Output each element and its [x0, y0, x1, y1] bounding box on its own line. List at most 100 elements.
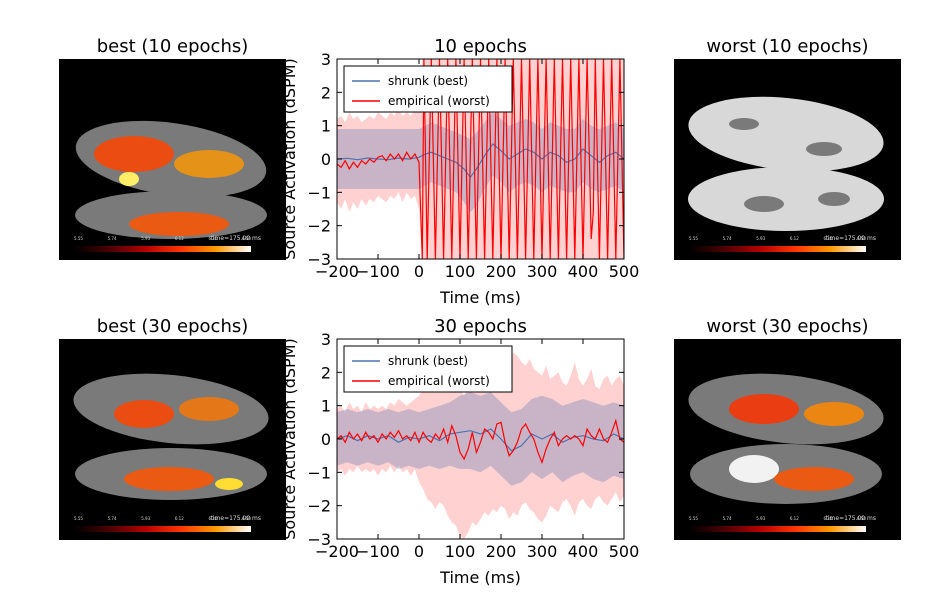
- brain-render-best30: [73, 373, 269, 500]
- colorbar-ticks: 5.55 5.74 5.93 6.12 6.31 6.50: [74, 236, 251, 244]
- legend-label: shrunk (best): [388, 74, 468, 88]
- chart-title: 30 epochs: [434, 316, 527, 337]
- y-tick-label: 2: [321, 363, 331, 382]
- ci-band-empirical: [337, 59, 624, 259]
- x-tick-label: −100: [356, 262, 400, 281]
- brain-time-label: time=175.00 ms: [210, 235, 261, 242]
- y-tick-label: 1: [321, 397, 331, 416]
- series-line-empirical: [337, 418, 624, 465]
- brain-render-worst30: [688, 373, 884, 504]
- colorbar-tick: 6.50: [857, 236, 866, 241]
- legend-box: [343, 345, 513, 393]
- colorbar-tick: 6.31: [823, 516, 833, 521]
- colorbar-tick: 6.50: [242, 236, 251, 241]
- y-tick-label: −3: [307, 530, 331, 549]
- y-axis-label: Source Activation (dSPM): [280, 338, 299, 539]
- brain-time-label: time=175.00 ms: [825, 515, 876, 522]
- plot-area: [337, 352, 624, 539]
- colorbar-tick: 6.31: [823, 236, 833, 241]
- x-tick-label: −100: [356, 542, 400, 561]
- x-axis-label: Time (ms): [439, 288, 521, 307]
- colorbar-tick: 5.74: [107, 236, 117, 241]
- legend-label: empirical (worst): [388, 94, 490, 108]
- y-tick-label: −1: [307, 463, 331, 482]
- x-tick-label: 200: [486, 262, 517, 281]
- y-tick-label: 0: [321, 430, 331, 449]
- colorbar-tick: 6.50: [242, 516, 251, 521]
- x-tick-label: 500: [609, 262, 640, 281]
- legend-label: shrunk (best): [388, 354, 468, 368]
- series-line-empirical: [337, 59, 624, 259]
- legend: shrunk (best) empirical (worst): [343, 65, 513, 113]
- legend: shrunk (best) empirical (worst): [343, 345, 513, 393]
- x-tick-label: 100: [445, 542, 476, 561]
- y-tick-label: −1: [307, 183, 331, 202]
- colorbar-tick: 5.55: [689, 236, 698, 241]
- brain-image-best10: time=175.00 ms 5.55 5.74 5.93 6.12 6.31 …: [59, 59, 286, 260]
- colorbar-tick: 6.12: [174, 516, 184, 521]
- colorbar-tick: 5.55: [74, 516, 83, 521]
- colorbar-tick: 6.31: [208, 236, 218, 241]
- brain-image-best30: time=175.00 ms 5.55 5.74 5.93 6.12 6.31 …: [59, 339, 286, 540]
- x-tick-label: 400: [568, 262, 599, 281]
- y-tick-label: 3: [321, 50, 331, 69]
- x-tick-label: 100: [445, 262, 476, 281]
- x-tick-label: 0: [414, 262, 424, 281]
- colorbar-tick: 6.12: [789, 516, 799, 521]
- x-tick-label: 500: [609, 542, 640, 561]
- ci-band-shrunk: [337, 392, 624, 486]
- y-tick-label: 3: [321, 330, 331, 349]
- colorbar-tick: 5.93: [756, 516, 766, 521]
- colorbar-tick: 5.74: [107, 516, 117, 521]
- brain-title-worst30: worst (30 epochs): [706, 316, 869, 337]
- brain-render-worst10: [688, 96, 884, 231]
- y-tick-label: −2: [307, 217, 331, 236]
- y-tick-label: −2: [307, 497, 331, 516]
- legend-box: [343, 65, 513, 113]
- x-tick-label: −200: [315, 262, 359, 281]
- colorbar-tick: 5.55: [689, 516, 698, 521]
- x-tick-label: 0: [414, 542, 424, 561]
- plot-area: [337, 59, 624, 259]
- colorbar-tick: 5.93: [756, 236, 766, 241]
- colorbar-tick: 5.93: [141, 236, 151, 241]
- colorbar-tick: 6.12: [789, 236, 799, 241]
- x-tick-label: 200: [486, 542, 517, 561]
- colorbar: [74, 246, 251, 252]
- x-axis-label: Time (ms): [439, 568, 521, 587]
- colorbar-ticks: 5.55 5.74 5.93 6.12 6.31 6.50: [74, 516, 251, 524]
- colorbar-ticks: 5.55 5.74 5.93 6.12 6.31 6.50: [689, 516, 866, 524]
- colorbar-tick: 5.74: [722, 516, 732, 521]
- brain-title-best10: best (10 epochs): [96, 36, 249, 57]
- colorbar-tick: 6.12: [174, 236, 184, 241]
- brain-title-best30: best (30 epochs): [96, 316, 249, 337]
- brain-title-worst10: worst (10 epochs): [706, 36, 869, 57]
- brain-time-label: time=175.00 ms: [825, 235, 876, 242]
- colorbar: [74, 526, 251, 532]
- colorbar-tick: 5.93: [141, 516, 151, 521]
- brain-image-worst30: time=175.00 ms 5.55 5.74 5.93 6.12 6.31 …: [674, 339, 901, 540]
- colorbar: [689, 526, 866, 532]
- x-tick-label: 300: [527, 262, 558, 281]
- chart-title: 10 epochs: [434, 36, 527, 57]
- x-tick-label: 300: [527, 542, 558, 561]
- x-tick-label: −200: [315, 542, 359, 561]
- y-tick-label: −3: [307, 250, 331, 269]
- colorbar-tick: 6.31: [208, 516, 218, 521]
- brain-render-best10: [75, 120, 267, 239]
- x-tick-label: 400: [568, 542, 599, 561]
- colorbar: [689, 246, 866, 252]
- y-tick-label: 0: [321, 150, 331, 169]
- brain-image-worst10: time=175.00 ms 5.55 5.74 5.93 6.12 6.31 …: [674, 59, 901, 260]
- evoked-plot-10-epochs: −200−100 0 100 200 300 400 500 −3 −2 −1 0 1 2 3 10 epo…: [280, 36, 640, 307]
- y-axis-label: Source Activation (dSPM): [280, 58, 299, 259]
- brain-time-label: time=175.00 ms: [210, 515, 261, 522]
- colorbar-ticks: 5.55 5.74 5.93 6.12 6.31 6.50: [689, 236, 866, 244]
- legend-label: empirical (worst): [388, 374, 490, 388]
- y-tick-label: 2: [321, 83, 331, 102]
- ci-band-empirical: [337, 352, 624, 539]
- colorbar-tick: 5.55: [74, 236, 83, 241]
- colorbar-tick: 5.74: [722, 236, 732, 241]
- colorbar-tick: 6.50: [857, 516, 866, 521]
- evoked-plot-30-epochs: −200−100 0 100 200 300 400 500 −3 −2 −1 0 1 2 3 30 epo…: [280, 316, 640, 587]
